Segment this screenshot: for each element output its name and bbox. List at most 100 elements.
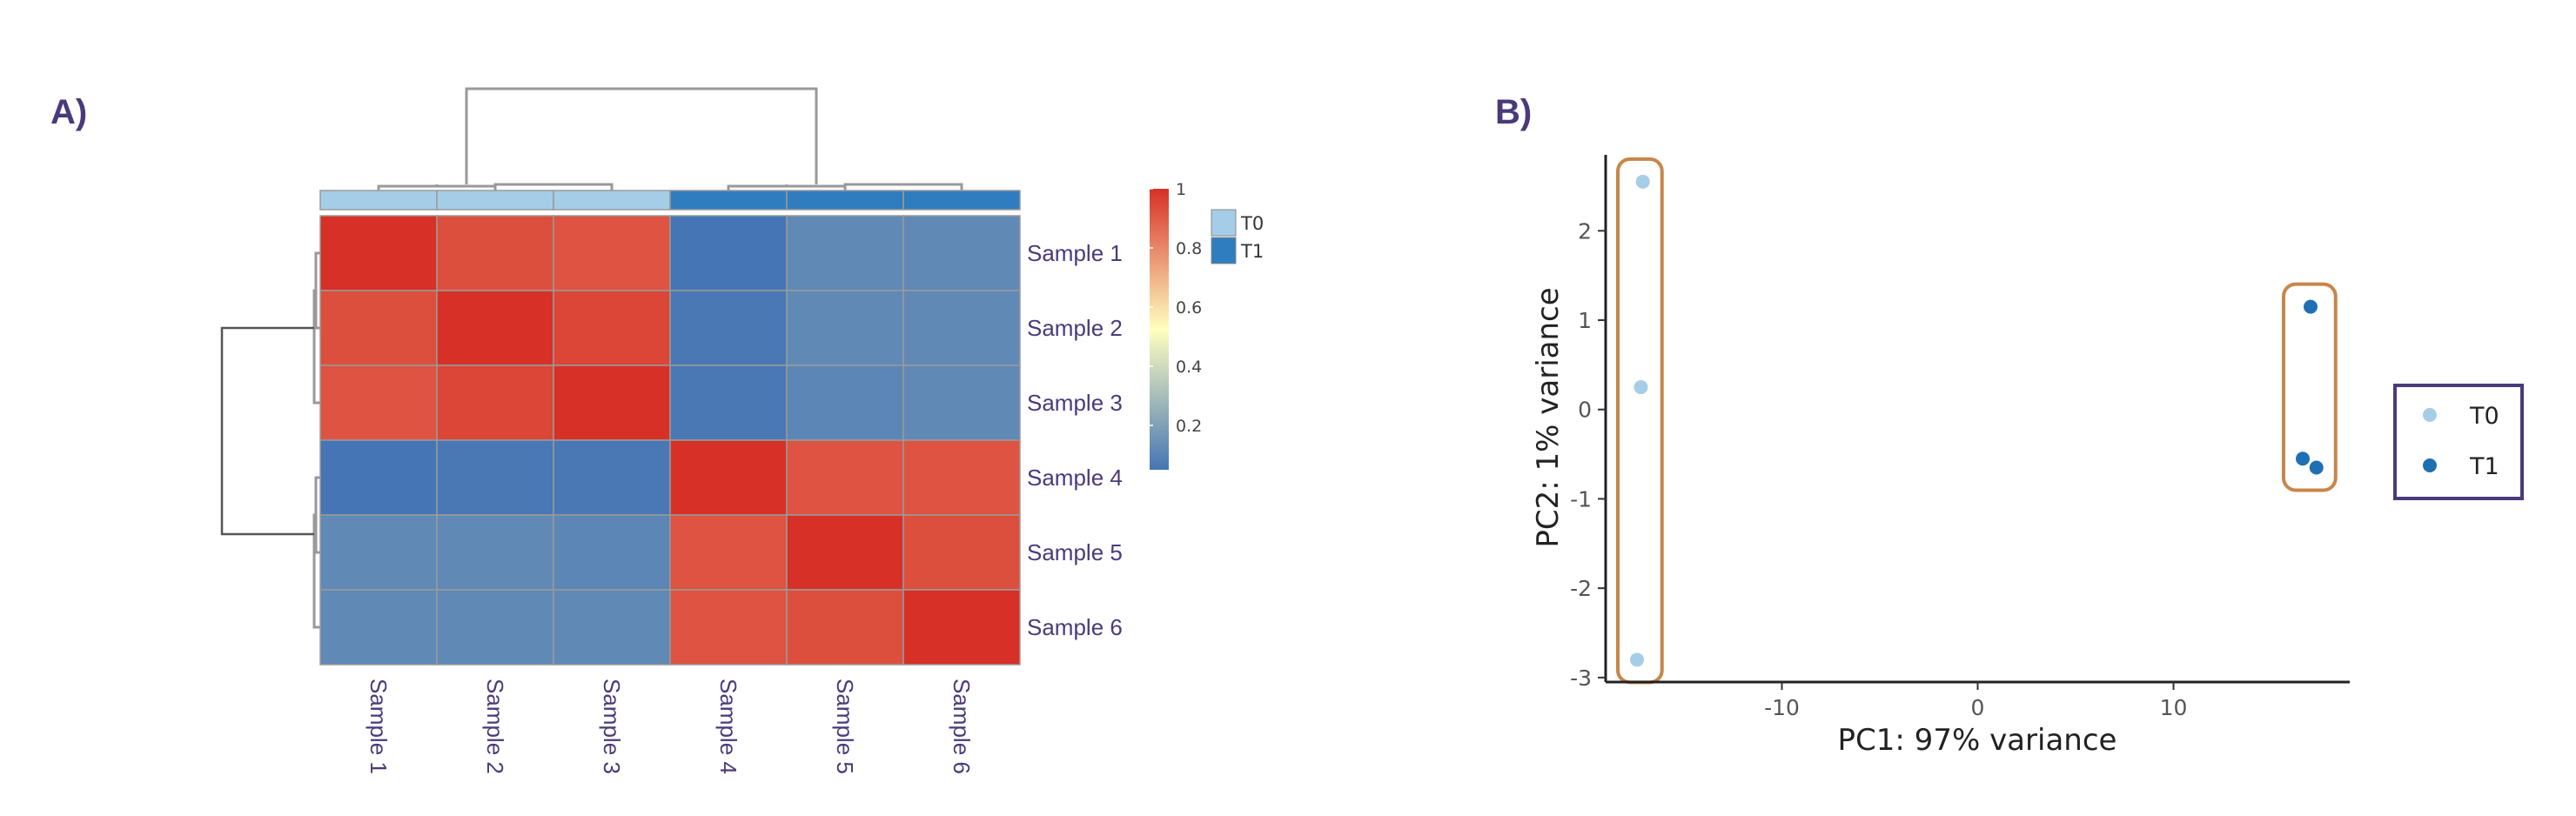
heatmap-cell-r4-c1: [319, 439, 438, 516]
heatmap-cell-r5-c6: [902, 514, 1021, 591]
heatmap-cell-r5-c2: [436, 514, 554, 591]
heatmap-cell-r4-c2: [436, 439, 554, 516]
heatmap-cell-r4-c3: [553, 439, 671, 516]
heatmap-cell-r3-c3: [553, 365, 671, 441]
row-label: Sample 6: [1027, 614, 1123, 640]
heatmap-cell-r1-c2: [436, 215, 554, 291]
x-tick-label: -10: [1764, 695, 1800, 720]
annotation-cell: [553, 190, 671, 211]
annotation-cell: [902, 190, 1021, 211]
heatmap-cell-r6-c4: [669, 589, 788, 666]
heatmap-cell-r6-c1: [319, 589, 438, 666]
annotation-cell: [786, 190, 904, 211]
heatmap-cell-r6-c3: [553, 589, 671, 666]
column-labels: Sample 1 Sample 2 Sample 3 Sample 4 Sample 5…: [366, 679, 975, 774]
pca-point-t0: [1630, 652, 1644, 667]
colorbar-gradient: [1150, 189, 1169, 470]
y-axis-title: PC2: 1% variance: [1531, 287, 1566, 547]
heatmap-cell-r1-c1: [319, 215, 438, 291]
colorbar-tick-label: 0.2: [1176, 417, 1202, 436]
heatmap-cell-r3-c1: [319, 365, 438, 441]
dendrogram-branch: [377, 183, 614, 191]
group-legend-label: T1: [1240, 241, 1264, 262]
heatmap-cell-r1-c3: [553, 215, 671, 291]
colorbar-tick-label: 1: [1176, 180, 1186, 199]
heatmap-cell-r6-c6: [902, 589, 1021, 666]
y-tick-label: 1: [1578, 308, 1592, 333]
heatmap-cell-r3-c6: [902, 365, 1021, 441]
x-tick-label: 0: [1971, 695, 1985, 720]
row-label: Sample 5: [1027, 539, 1123, 565]
pca-legend-marker: [2423, 458, 2437, 472]
column-label: Sample 1: [366, 679, 392, 774]
row-label: Sample 2: [1027, 315, 1123, 341]
annotation-cell: [436, 190, 554, 211]
heatmap-cell-r2-c6: [902, 290, 1021, 366]
heatmap-cell-r6-c5: [786, 589, 904, 666]
panel-a-label: A): [50, 93, 87, 131]
colorbar-tick-label: 0.6: [1176, 298, 1202, 318]
y-tick-label: -2: [1570, 576, 1592, 601]
pca-point-t0: [1633, 380, 1648, 395]
row-labels: Sample 1 Sample 2 Sample 3 Sample 4 Sample 5…: [1027, 240, 1123, 640]
column-label: Sample 5: [832, 679, 858, 774]
row-label: Sample 4: [1027, 465, 1123, 491]
pca-point-t1: [2309, 460, 2324, 475]
pca-points: [1630, 174, 2324, 667]
dendrogram-branch: [727, 183, 963, 191]
heatmap-cell-r4-c4: [669, 439, 788, 516]
x-tick-label: 10: [2160, 695, 2188, 720]
y-tick-label: -1: [1570, 486, 1592, 512]
heatmap-cell-r5-c3: [553, 514, 671, 591]
heatmap-cell-r2-c4: [669, 290, 788, 366]
annotation-cell: [319, 190, 438, 211]
pca-legend-label: T0: [2469, 403, 2499, 430]
pca-point-t1: [2296, 451, 2310, 466]
heatmap-cell-r5-c5: [786, 514, 904, 591]
dendrogram-branch: [312, 251, 320, 405]
y-tick-label: -3: [1570, 666, 1592, 691]
heatmap-panel: Sample 1 Sample 2 Sample 3 Sample 4 Sample 5…: [220, 87, 1264, 774]
group-annotation-bar: [319, 190, 1021, 211]
heatmap-cell-r2-c3: [553, 290, 671, 366]
heatmap-cell-r5-c1: [319, 514, 438, 591]
row-dendrogram: [220, 251, 320, 629]
dendrogram-root: [220, 326, 314, 536]
heatmap-cell-r3-c5: [786, 365, 904, 441]
heatmap-cells: [319, 215, 1021, 666]
heatmap-cell-r6-c2: [436, 589, 554, 666]
dendrogram-branch: [312, 476, 320, 629]
column-label: Sample 6: [949, 679, 975, 774]
heatmap-cell-r3-c2: [436, 365, 554, 441]
cluster-box: [2282, 282, 2338, 492]
y-tick-label: 2: [1578, 218, 1592, 244]
heatmap-cell-r1-c4: [669, 215, 788, 291]
cluster-box: [1616, 157, 1664, 685]
pca-legend: T0 T1: [2393, 384, 2524, 500]
colorbar-tick-label: 0.4: [1176, 358, 1202, 377]
heatmap-cell-r4-c6: [902, 439, 1021, 516]
row-label: Sample 3: [1027, 390, 1123, 416]
pca-legend-label: T1: [2469, 453, 2499, 480]
colorbar-tick-label: 0.8: [1176, 239, 1202, 258]
colorbar: 1 0.8 0.6 0.4 0.2: [1150, 180, 1202, 470]
pca-axes: [1604, 155, 2350, 684]
heatmap-cell-r2-c5: [786, 290, 904, 366]
heatmap-cell-r2-c1: [319, 290, 438, 366]
column-dendrogram: [377, 87, 963, 191]
heatmap-cell-r2-c2: [436, 290, 554, 366]
heatmap-cell-r4-c5: [786, 439, 904, 516]
column-label: Sample 3: [599, 679, 625, 774]
dendrogram-branch: [465, 87, 818, 184]
pca-point-t0: [1635, 174, 1650, 189]
annotation-cell: [669, 190, 788, 211]
column-label: Sample 2: [482, 679, 508, 774]
heatmap-cell-r1-c5: [786, 215, 904, 291]
pca-legend-marker: [2423, 408, 2437, 422]
panel-b-label: B): [1495, 93, 1532, 131]
heatmap-cell-r5-c4: [669, 514, 788, 591]
